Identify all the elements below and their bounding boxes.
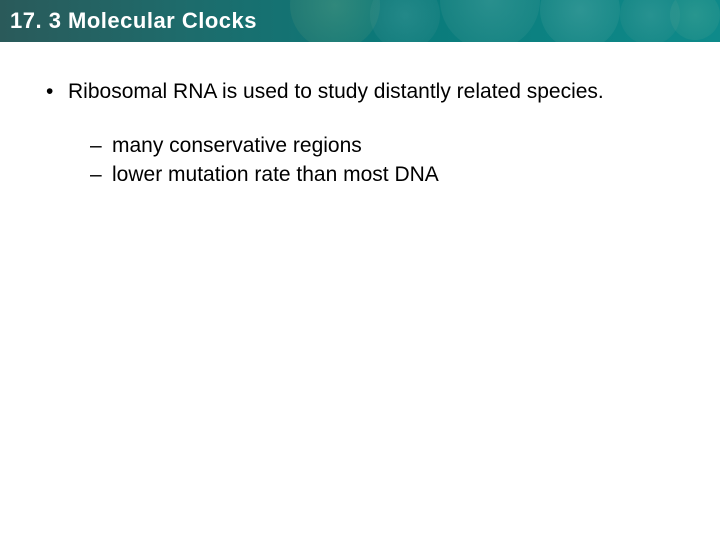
- decorative-circle: [290, 0, 380, 42]
- slide-header: 17. 3 Molecular Clocks: [0, 0, 720, 42]
- sub-bullet-list: many conservative regions lower mutation…: [68, 132, 680, 189]
- bullet-list: Ribosomal RNA is used to study distantly…: [40, 78, 680, 189]
- sub-bullet-text: many conservative regions: [112, 134, 362, 157]
- sub-bullet-text: lower mutation rate than most DNA: [112, 163, 439, 186]
- decorative-circle: [540, 0, 620, 42]
- bullet-item: Ribosomal RNA is used to study distantly…: [40, 78, 680, 189]
- sub-bullet-item: lower mutation rate than most DNA: [90, 161, 680, 189]
- decorative-circle: [440, 0, 540, 42]
- bullet-text: Ribosomal RNA is used to study distantly…: [68, 80, 604, 103]
- slide-title: 17. 3 Molecular Clocks: [0, 8, 257, 34]
- sub-bullet-item: many conservative regions: [90, 132, 680, 160]
- decorative-circle: [670, 0, 720, 40]
- slide-body: Ribosomal RNA is used to study distantly…: [0, 42, 720, 189]
- decorative-circle: [370, 0, 440, 42]
